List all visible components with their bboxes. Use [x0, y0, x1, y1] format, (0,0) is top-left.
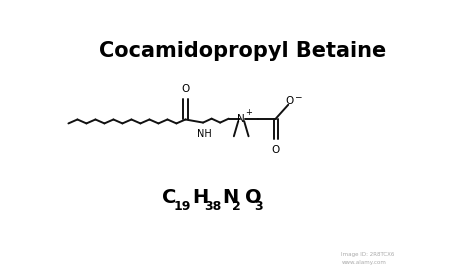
- Text: Image ID: 2R8TCX6: Image ID: 2R8TCX6: [341, 252, 395, 257]
- Text: O: O: [272, 144, 280, 155]
- Text: N: N: [223, 189, 239, 207]
- Text: O: O: [245, 189, 261, 207]
- Text: N: N: [237, 114, 245, 124]
- Text: alamy: alamy: [14, 253, 49, 263]
- Text: H: H: [192, 189, 209, 207]
- Text: O: O: [182, 84, 190, 94]
- Text: NH: NH: [197, 129, 212, 139]
- Text: Cocamidopropyl Betaine: Cocamidopropyl Betaine: [99, 41, 387, 61]
- Text: 38: 38: [204, 200, 221, 213]
- Text: −: −: [294, 93, 301, 101]
- Text: 19: 19: [174, 200, 191, 213]
- Text: www.alamy.com: www.alamy.com: [341, 260, 386, 265]
- Text: +: +: [245, 108, 252, 117]
- Text: C: C: [162, 189, 176, 207]
- Text: 3: 3: [255, 200, 263, 213]
- Text: O: O: [285, 97, 294, 107]
- Text: 2: 2: [232, 200, 241, 213]
